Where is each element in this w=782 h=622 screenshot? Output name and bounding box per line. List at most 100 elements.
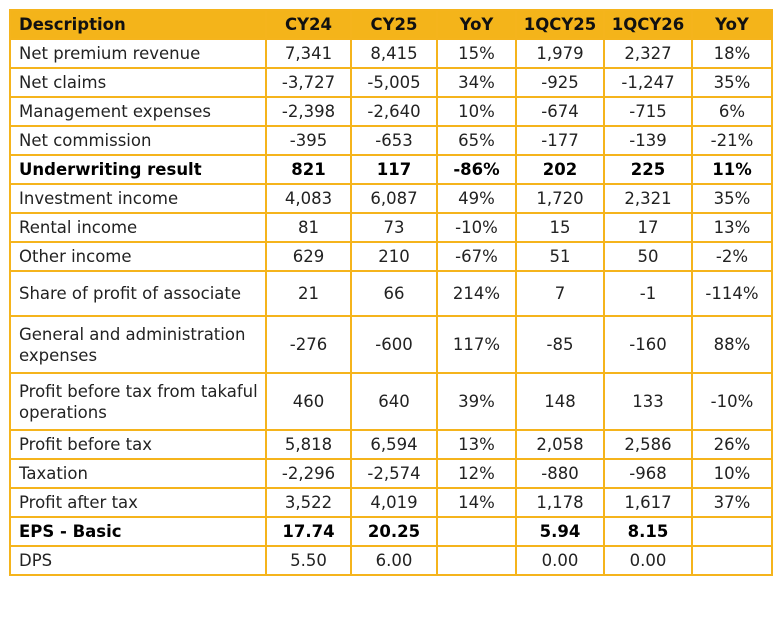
row-label: General and administration expenses: [9, 315, 267, 374]
row-label: EPS - Basic: [9, 516, 267, 547]
cell-yoy-annual: 49%: [436, 183, 517, 214]
cell-1qcy25: 1,178: [515, 487, 605, 518]
cell-yoy-quarter: -2%: [691, 241, 773, 272]
cell-1qcy25: 202: [515, 154, 605, 185]
table-row: Taxation -2,296 -2,574 12% -880 -968 10%: [9, 458, 773, 489]
cell-yoy-annual: -10%: [436, 212, 517, 243]
cell-1qcy25: -85: [515, 315, 605, 374]
cell-cy24: 821: [265, 154, 352, 185]
cell-cy24: -2,398: [265, 96, 352, 127]
cell-cy24: 460: [265, 372, 352, 431]
cell-yoy-annual: 13%: [436, 429, 517, 460]
cell-yoy-quarter: 11%: [691, 154, 773, 185]
table-row: Profit before tax 5,818 6,594 13% 2,058 2,586…: [9, 429, 773, 460]
cell-yoy-annual: 34%: [436, 67, 517, 98]
table-row: Rental income 81 73 -10% 15 17 13%: [9, 212, 773, 243]
cell-1qcy25: 0.00: [515, 545, 605, 576]
cell-yoy-quarter: -114%: [691, 270, 773, 317]
cell-1qcy26: -1: [603, 270, 693, 317]
column-header-1qcy25: 1QCY25: [515, 9, 605, 40]
cell-yoy-quarter: -21%: [691, 125, 773, 156]
row-label: Share of profit of associate: [9, 270, 267, 317]
cell-yoy-quarter: 18%: [691, 38, 773, 69]
cell-1qcy25: 2,058: [515, 429, 605, 460]
cell-1qcy26: 1,617: [603, 487, 693, 518]
table-row: Net commission -395 -653 65% -177 -139 -21%: [9, 125, 773, 156]
row-label: Underwriting result: [9, 154, 267, 185]
cell-yoy-annual: 14%: [436, 487, 517, 518]
cell-cy24: 3,522: [265, 487, 352, 518]
cell-yoy-annual: 10%: [436, 96, 517, 127]
cell-yoy-quarter: [691, 545, 773, 576]
cell-1qcy26: 50: [603, 241, 693, 272]
table-row: Profit after tax 3,522 4,019 14% 1,178 1,617 3…: [9, 487, 773, 518]
row-label: Profit after tax: [9, 487, 267, 518]
cell-cy25: -5,005: [350, 67, 438, 98]
cell-cy25: 640: [350, 372, 438, 431]
cell-cy25: 6,594: [350, 429, 438, 460]
column-header-yoy-quarter: YoY: [691, 9, 773, 40]
cell-yoy-quarter: [691, 516, 773, 547]
cell-1qcy26: -715: [603, 96, 693, 127]
row-label: Net commission: [9, 125, 267, 156]
cell-cy25: 73: [350, 212, 438, 243]
cell-1qcy26: 2,327: [603, 38, 693, 69]
column-header-cy25: CY25: [350, 9, 438, 40]
table-row: DPS 5.50 6.00 0.00 0.00: [9, 545, 773, 576]
row-label: DPS: [9, 545, 267, 576]
cell-yoy-annual: -67%: [436, 241, 517, 272]
table-row: Other income 629 210 -67% 51 50 -2%: [9, 241, 773, 272]
financial-table: Description CY24 CY25 YoY 1QCY25 1QCY26 YoY Ne…: [9, 9, 773, 576]
cell-1qcy25: 5.94: [515, 516, 605, 547]
cell-yoy-annual: -86%: [436, 154, 517, 185]
row-label: Other income: [9, 241, 267, 272]
cell-1qcy25: 7: [515, 270, 605, 317]
cell-1qcy26: 8.15: [603, 516, 693, 547]
cell-cy25: 210: [350, 241, 438, 272]
cell-1qcy25: -674: [515, 96, 605, 127]
cell-cy24: -2,296: [265, 458, 352, 489]
cell-1qcy26: 225: [603, 154, 693, 185]
table-row: Underwriting result 821 117 -86% 202 225 11%: [9, 154, 773, 185]
cell-yoy-quarter: 10%: [691, 458, 773, 489]
cell-cy25: 66: [350, 270, 438, 317]
cell-yoy-annual: [436, 545, 517, 576]
cell-cy25: -653: [350, 125, 438, 156]
cell-cy24: 7,341: [265, 38, 352, 69]
cell-1qcy25: -925: [515, 67, 605, 98]
cell-yoy-annual: 39%: [436, 372, 517, 431]
cell-cy24: -3,727: [265, 67, 352, 98]
cell-cy24: 4,083: [265, 183, 352, 214]
cell-cy25: 4,019: [350, 487, 438, 518]
cell-cy25: 8,415: [350, 38, 438, 69]
table-row: Management expenses -2,398 -2,640 10% -674 -7…: [9, 96, 773, 127]
cell-cy24: 17.74: [265, 516, 352, 547]
row-label: Net premium revenue: [9, 38, 267, 69]
cell-1qcy26: 17: [603, 212, 693, 243]
cell-1qcy26: -968: [603, 458, 693, 489]
cell-cy25: -600: [350, 315, 438, 374]
cell-1qcy25: 1,979: [515, 38, 605, 69]
row-label: Rental income: [9, 212, 267, 243]
cell-cy24: 5.50: [265, 545, 352, 576]
cell-cy24: -276: [265, 315, 352, 374]
row-label: Profit before tax: [9, 429, 267, 460]
cell-cy24: 5,818: [265, 429, 352, 460]
cell-1qcy26: -160: [603, 315, 693, 374]
table-row: Profit before tax from takaful operation…: [9, 372, 773, 431]
cell-1qcy25: 15: [515, 212, 605, 243]
cell-yoy-quarter: 13%: [691, 212, 773, 243]
cell-yoy-quarter: 35%: [691, 67, 773, 98]
cell-1qcy26: 2,586: [603, 429, 693, 460]
row-label: Taxation: [9, 458, 267, 489]
column-header-cy24: CY24: [265, 9, 352, 40]
cell-cy24: -395: [265, 125, 352, 156]
cell-yoy-annual: 117%: [436, 315, 517, 374]
cell-cy25: 6,087: [350, 183, 438, 214]
table-row: Investment income 4,083 6,087 49% 1,720 2,321…: [9, 183, 773, 214]
cell-cy24: 81: [265, 212, 352, 243]
cell-cy25: -2,640: [350, 96, 438, 127]
cell-yoy-annual: 15%: [436, 38, 517, 69]
table-row: General and administration expenses -276-…: [9, 315, 773, 374]
column-header-yoy-annual: YoY: [436, 9, 517, 40]
